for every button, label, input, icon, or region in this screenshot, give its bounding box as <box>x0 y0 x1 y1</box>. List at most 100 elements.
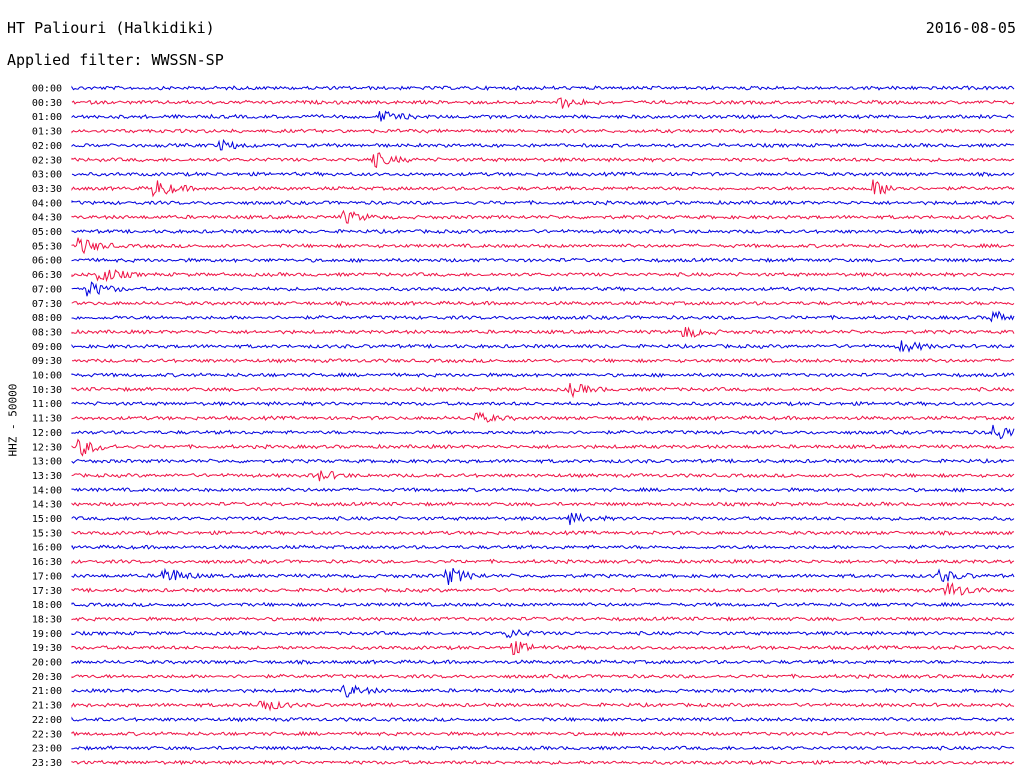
trace-2330 <box>71 759 1015 766</box>
row-label-1000: 10:00 <box>32 371 62 382</box>
row-label-2000: 20:00 <box>32 658 62 669</box>
trace-2030 <box>71 673 1015 680</box>
trace-1300 <box>71 458 1015 464</box>
row-label-2200: 22:00 <box>32 715 62 726</box>
row-label-2230: 22:30 <box>32 729 62 740</box>
row-label-1430: 14:30 <box>32 500 62 511</box>
trace-0830 <box>71 326 1015 338</box>
row-label-1900: 19:00 <box>32 629 62 640</box>
trace-1500 <box>71 512 1015 526</box>
row-label-0030: 00:30 <box>32 98 62 109</box>
trace-0800 <box>71 310 1015 323</box>
trace-0730 <box>71 300 1015 307</box>
trace-0400 <box>71 199 1015 206</box>
row-label-2300: 23:00 <box>32 744 62 755</box>
row-label-1730: 17:30 <box>32 586 62 597</box>
row-label-1700: 17:00 <box>32 571 62 582</box>
row-label-1100: 11:00 <box>32 399 62 410</box>
trace-2100 <box>71 684 1015 698</box>
trace-0130 <box>71 128 1015 134</box>
row-label-0730: 07:30 <box>32 299 62 310</box>
row-label-2100: 21:00 <box>32 686 62 697</box>
trace-0200 <box>71 138 1015 151</box>
trace-0430 <box>71 209 1015 224</box>
trace-0930 <box>71 358 1015 364</box>
trace-0100 <box>71 110 1015 122</box>
trace-1430 <box>71 501 1015 507</box>
row-label-0830: 08:30 <box>32 327 62 338</box>
row-label-1600: 16:00 <box>32 543 62 554</box>
row-label-1830: 18:30 <box>32 614 62 625</box>
row-label-2030: 20:30 <box>32 672 62 683</box>
trace-1800 <box>71 601 1015 608</box>
row-label-0330: 03:30 <box>32 184 62 195</box>
row-label-0900: 09:00 <box>32 342 62 353</box>
trace-1600 <box>71 544 1015 550</box>
trace-0230 <box>71 152 1015 169</box>
row-label-1530: 15:30 <box>32 528 62 539</box>
trace-1030 <box>71 383 1015 399</box>
trace-0500 <box>71 228 1015 235</box>
trace-2200 <box>71 716 1015 723</box>
trace-1700 <box>71 567 1015 585</box>
trace-1630 <box>71 558 1015 565</box>
row-label-0000: 00:00 <box>32 84 62 95</box>
trace-0030 <box>71 97 1015 109</box>
trace-1200 <box>71 424 1015 440</box>
row-label-0430: 04:30 <box>32 213 62 224</box>
trace-2000 <box>71 659 1014 666</box>
trace-0700 <box>71 281 1015 297</box>
row-label-1300: 13:00 <box>32 457 62 468</box>
row-label-0500: 05:00 <box>32 227 62 238</box>
row-label-0300: 03:00 <box>32 170 62 181</box>
trace-0000 <box>71 85 1015 92</box>
trace-1730 <box>71 582 1015 597</box>
row-label-0630: 06:30 <box>32 270 62 281</box>
row-label-1330: 13:30 <box>32 471 62 482</box>
trace-1900 <box>71 628 1015 639</box>
trace-1930 <box>71 641 1015 656</box>
trace-0530 <box>71 237 1015 255</box>
row-label-0930: 09:30 <box>32 356 62 367</box>
trace-0300 <box>71 171 1015 178</box>
row-label-2330: 23:30 <box>32 758 62 769</box>
trace-0900 <box>71 340 1015 353</box>
row-label-0700: 07:00 <box>32 284 62 295</box>
station-title: HT Paliouri (Halkidiki) <box>7 19 215 37</box>
row-label-1230: 12:30 <box>32 442 62 453</box>
trace-0630 <box>71 269 1015 283</box>
trace-1100 <box>71 400 1015 407</box>
trace-1830 <box>71 616 1015 622</box>
row-label-0600: 06:00 <box>32 256 62 267</box>
trace-1000 <box>71 372 1015 378</box>
row-label-1800: 18:00 <box>32 600 62 611</box>
trace-1530 <box>71 529 1015 536</box>
trace-0600 <box>71 257 1015 264</box>
trace-1130 <box>71 411 1015 423</box>
row-label-0800: 08:00 <box>32 313 62 324</box>
row-label-1400: 14:00 <box>32 485 62 496</box>
row-label-1130: 11:30 <box>32 414 62 425</box>
row-label-0530: 05:30 <box>32 241 62 252</box>
row-label-0100: 01:00 <box>32 112 62 123</box>
trace-1230 <box>71 438 1015 457</box>
row-label-0400: 04:00 <box>32 198 62 209</box>
row-label-1500: 15:00 <box>32 514 62 525</box>
trace-1330 <box>71 470 1015 482</box>
row-label-1930: 19:30 <box>32 643 62 654</box>
trace-1400 <box>71 486 1015 493</box>
row-label-1030: 10:30 <box>32 385 62 396</box>
row-label-2130: 21:30 <box>32 701 62 712</box>
date-label: 2016-08-05 <box>925 19 1016 37</box>
trace-2230 <box>71 730 1015 737</box>
row-label-0200: 02:00 <box>32 141 62 152</box>
filter-label: Applied filter: WWSSN-SP <box>7 51 224 69</box>
trace-2130 <box>71 699 1015 712</box>
row-label-0130: 01:30 <box>32 127 62 138</box>
row-label-1630: 16:30 <box>32 557 62 568</box>
trace-0330 <box>71 179 1015 198</box>
row-label-1200: 12:00 <box>32 428 62 439</box>
trace-2300 <box>71 745 1015 751</box>
row-label-0230: 02:30 <box>32 155 62 166</box>
